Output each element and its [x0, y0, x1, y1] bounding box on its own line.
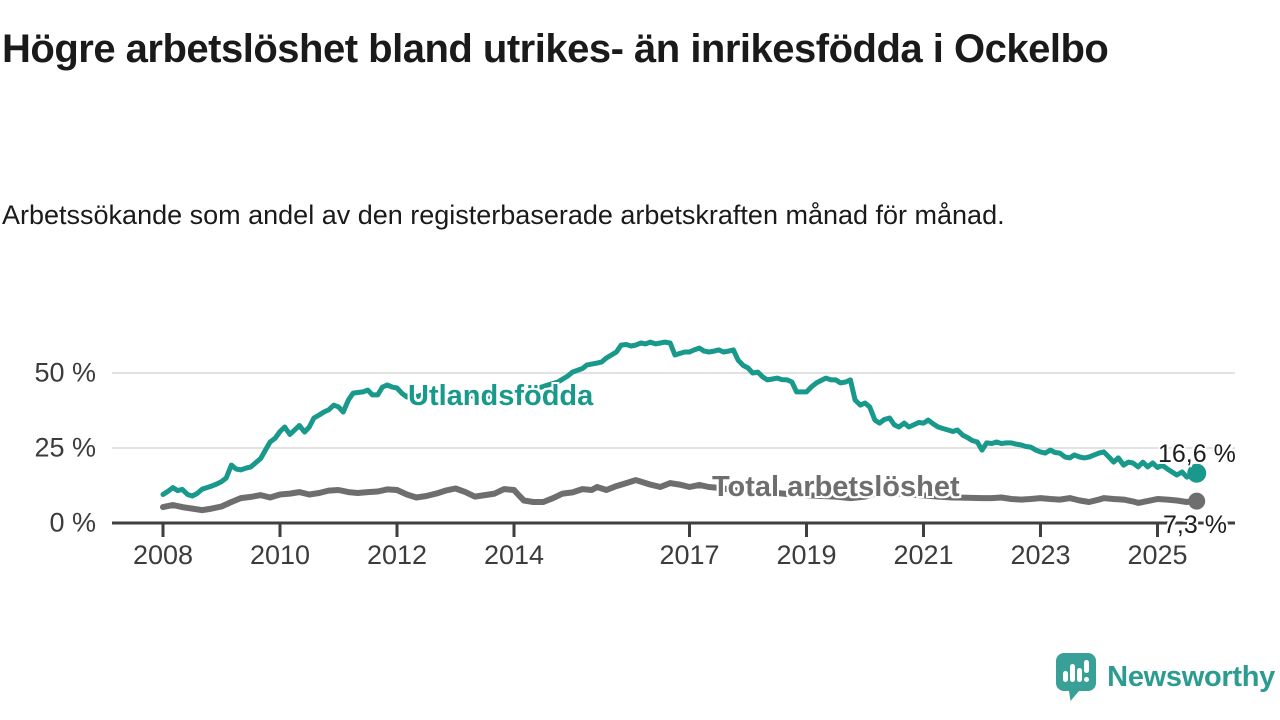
- x-axis-tick-label: 2010: [249, 540, 311, 570]
- series-line-0: [160, 339, 1200, 499]
- newsworthy-logo-text: Newsworthy: [1107, 660, 1275, 693]
- series-line-1: [160, 477, 1200, 514]
- chart-subtitle: Arbetssökande som andel av den registerb…: [2, 200, 1005, 230]
- y-axis-tick-label: 25 %: [34, 432, 96, 463]
- x-axis-tick-label: 2023: [1010, 540, 1071, 570]
- newsworthy-logo-icon: [1056, 653, 1097, 701]
- y-axis-tick-label: 50 %: [34, 357, 96, 388]
- series-end-dot-1: [1188, 492, 1206, 510]
- x-axis-tick-label: 2014: [483, 540, 545, 570]
- series-label-utlandsfodda: Utlandsfödda: [408, 380, 594, 412]
- series-end-dot-0: [1187, 463, 1207, 483]
- x-axis-tick-label: 2021: [893, 540, 954, 570]
- x-axis-tick-label: 2017: [659, 540, 720, 570]
- y-axis-tick-label: 0 %: [49, 507, 96, 538]
- end-value-label-total: 7,3 %: [1163, 511, 1227, 539]
- end-value-label-utlandsfodda: 16,6 %: [1158, 440, 1236, 468]
- page-title: Högre arbetslöshet bland utrikes- än inr…: [2, 27, 1109, 71]
- series-label-total-arbetsloshet: Total arbetslöshet: [712, 471, 960, 503]
- x-axis-tick-label: 2019: [776, 540, 837, 570]
- newsworthy-logo: Newsworthy: [1055, 652, 1275, 702]
- x-axis-tick-label: 2008: [132, 540, 194, 570]
- x-axis-tick-label: 2025: [1127, 540, 1188, 570]
- x-axis-tick-label: 2012: [366, 540, 428, 570]
- logo-bar-chart-glyph: [1063, 660, 1090, 682]
